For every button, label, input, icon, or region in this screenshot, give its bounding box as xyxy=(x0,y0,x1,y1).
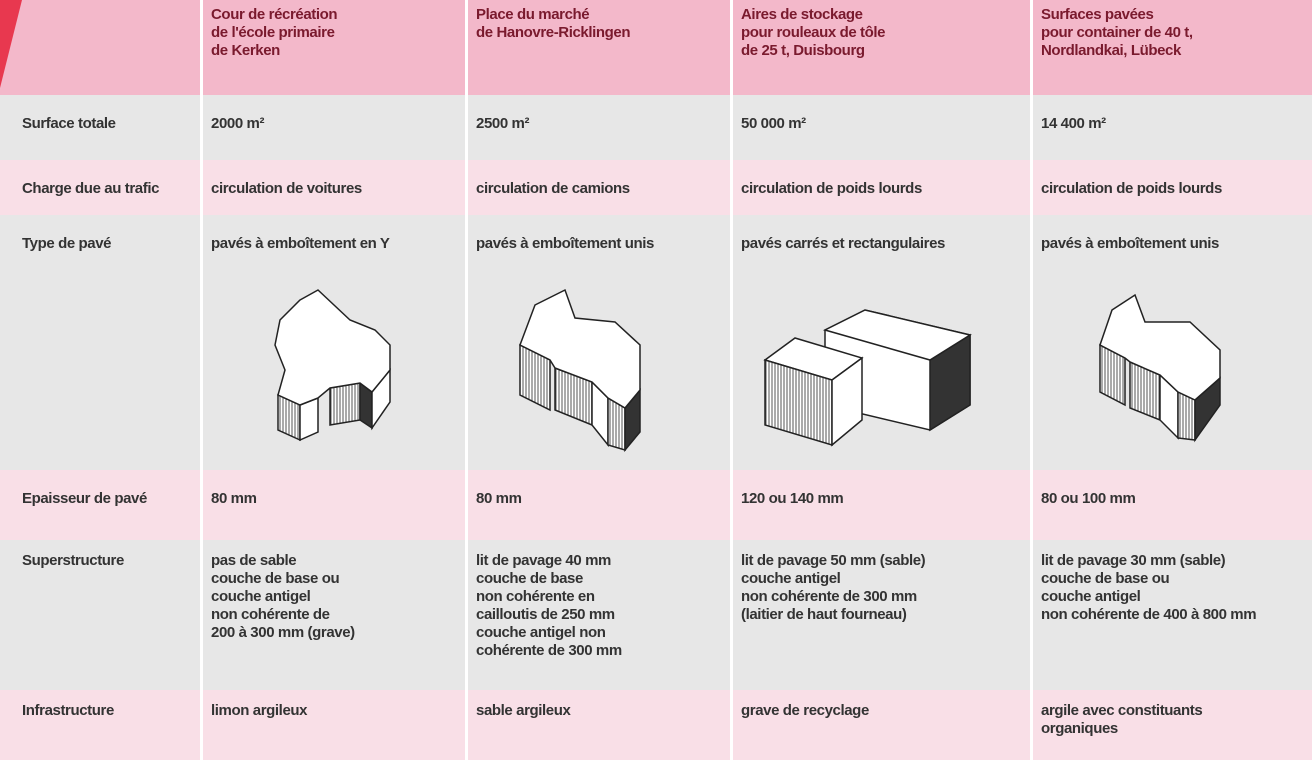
cell: lit de pavage 30 mm (sable) couche de ba… xyxy=(1030,540,1312,690)
cell: 80 mm xyxy=(200,470,465,540)
column-header: Aires de stockage pour rouleaux de tôle … xyxy=(730,0,1030,95)
row-label: Charge due au trafic xyxy=(0,160,200,215)
row-label: Superstructure xyxy=(0,540,200,690)
cell: grave de recyclage xyxy=(730,690,1030,760)
cell: 2000 m² xyxy=(200,95,465,160)
cell: pavés à emboîtement unis xyxy=(465,215,730,470)
cell: lit de pavage 50 mm (sable) couche antig… xyxy=(730,540,1030,690)
cell: lit de pavage 40 mm couche de base non c… xyxy=(465,540,730,690)
cell: circulation de voitures xyxy=(200,160,465,215)
column-header: Place du marché de Hanovre-Ricklingen xyxy=(465,0,730,95)
cell: circulation de camions xyxy=(465,160,730,215)
cell: limon argileux xyxy=(200,690,465,760)
cell: 14 400 m² xyxy=(1030,95,1312,160)
column-header: Surfaces pavées pour container de 40 t, … xyxy=(1030,0,1312,95)
row-label: Type de pavé xyxy=(0,215,200,470)
header-corner xyxy=(0,0,200,95)
cell: circulation de poids lourds xyxy=(730,160,1030,215)
cell: 120 ou 140 mm xyxy=(730,470,1030,540)
row-label: Epaisseur de pavé xyxy=(0,470,200,540)
row-label: Surface totale xyxy=(0,95,200,160)
cell: pas de sable couche de base ou couche an… xyxy=(200,540,465,690)
cell: 50 000 m² xyxy=(730,95,1030,160)
cell: pavés carrés et rectangulaires xyxy=(730,215,1030,470)
cell: sable argileux xyxy=(465,690,730,760)
cell: 80 mm xyxy=(465,470,730,540)
cell: pavés à emboîtement unis xyxy=(1030,215,1312,470)
cell: pavés à emboîtement en Y xyxy=(200,215,465,470)
cell: 80 ou 100 mm xyxy=(1030,470,1312,540)
cell: circulation de poids lourds xyxy=(1030,160,1312,215)
cell: argile avec constituants organiques xyxy=(1030,690,1312,760)
row-label: Infrastructure xyxy=(0,690,200,760)
cell: 2500 m² xyxy=(465,95,730,160)
column-header: Cour de récréation de l'école primaire d… xyxy=(200,0,465,95)
